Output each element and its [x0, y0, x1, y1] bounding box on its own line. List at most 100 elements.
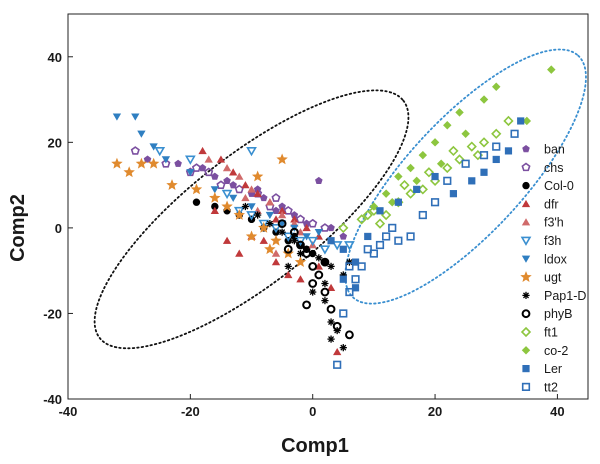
legend-item-f3-h: f3'h	[521, 216, 564, 230]
point-phyb	[283, 244, 293, 254]
point-chs	[204, 167, 214, 177]
point-tt2	[443, 176, 452, 185]
point-chs	[320, 223, 330, 232]
point-phyb	[302, 249, 311, 258]
point-co-2	[369, 202, 379, 211]
point-ler	[351, 284, 360, 292]
point-chs	[216, 180, 226, 189]
point-phyb	[296, 240, 305, 250]
point-pap1-d	[266, 220, 274, 228]
point-f3h	[246, 146, 257, 157]
point-ler	[480, 168, 488, 176]
point-f3-h	[247, 185, 256, 193]
point-ugt	[245, 230, 258, 242]
point-chs	[191, 163, 202, 172]
point-ugt	[233, 209, 245, 220]
point-pap1-d	[321, 279, 329, 288]
point-ugt	[264, 243, 276, 255]
point-co-2	[436, 159, 446, 168]
point-ldox	[247, 203, 256, 211]
point-ler	[364, 232, 372, 241]
point-ugt	[276, 153, 288, 165]
point-f3-h	[265, 198, 275, 206]
point-ldox	[314, 228, 323, 237]
point-pap1-d	[327, 335, 335, 343]
legend-marker-ban	[522, 145, 530, 153]
legend-label: ban	[544, 143, 565, 157]
point-ler	[468, 177, 476, 185]
point-dfr	[222, 236, 232, 244]
point-tt2	[345, 262, 354, 271]
x-ticks: -40 -20 0 20 40	[59, 394, 565, 419]
legend-marker-f3-h	[521, 218, 531, 226]
point-dfr	[302, 223, 311, 232]
y-axis-title: Comp2	[7, 194, 29, 262]
point-chs	[308, 218, 318, 228]
point-ft1	[374, 218, 386, 229]
point-phyb	[320, 287, 330, 297]
point-ldox	[112, 113, 122, 121]
point-phyb	[289, 227, 299, 237]
legend-item-ldox: ldox	[521, 252, 568, 266]
cluster-ellipse-right	[344, 48, 587, 305]
point-dfr	[296, 275, 305, 283]
legend-marker-phyb	[521, 309, 531, 319]
y-tick-label: 40	[48, 50, 62, 65]
legend-label: f3h	[544, 234, 561, 248]
point-f3h	[307, 236, 319, 247]
point-f3-h	[235, 172, 244, 180]
point-ugt	[111, 157, 123, 169]
point-ler	[504, 147, 513, 155]
legend-marker-col-0	[522, 181, 530, 190]
point-dfr	[216, 155, 226, 163]
point-dfr	[284, 270, 293, 279]
point-ft1	[399, 179, 410, 191]
point-phyb	[320, 257, 330, 267]
point-tt2	[357, 262, 366, 271]
point-dfr	[210, 206, 219, 214]
legend-label: ldox	[544, 252, 568, 266]
point-dfr	[326, 283, 336, 291]
point-ugt	[209, 191, 221, 203]
legend-item-col-0: Col-0	[522, 179, 574, 193]
point-ft1	[362, 209, 373, 221]
point-f3h	[319, 245, 331, 255]
legend-label: chs	[544, 161, 563, 175]
point-ldox	[186, 169, 195, 177]
point-ler	[376, 207, 384, 215]
legend-marker-ft1	[520, 326, 532, 338]
point-pap1-d	[284, 262, 292, 270]
point-ft1	[491, 128, 502, 139]
point-co-2	[406, 163, 415, 173]
legend-item-f3h: f3h	[520, 234, 561, 248]
legend-item-pap1-d: Pap1-D	[522, 289, 586, 303]
point-chs	[161, 158, 171, 168]
legend-item-ugt: ugt	[520, 271, 562, 285]
point-ugt	[270, 234, 282, 246]
point-ft1	[448, 145, 459, 157]
point-tt2	[363, 245, 372, 254]
y-tick-label: 0	[55, 221, 62, 236]
point-dfr	[229, 168, 238, 176]
point-pap1-d	[254, 211, 262, 219]
x-tick-label: 0	[309, 404, 316, 419]
legend-marker-tt2	[521, 382, 531, 392]
point-phyb	[332, 321, 342, 331]
point-dfr	[241, 181, 250, 189]
point-f3h	[246, 211, 257, 221]
point-f3h	[154, 146, 166, 157]
point-tt2	[339, 309, 348, 318]
legend-item-chs: chs	[521, 161, 563, 175]
plot-frame	[67, 13, 589, 400]
point-ban	[259, 193, 268, 202]
point-ft1	[423, 167, 435, 178]
legend-item-tt2: tt2	[521, 380, 558, 394]
point-tt2	[351, 275, 360, 284]
point-ban	[174, 159, 182, 167]
axis-layer: -40 -20 0 20 40 -40 -20 0 20 40	[43, 13, 589, 419]
point-tt2	[333, 360, 342, 369]
point-ler	[327, 237, 335, 245]
point-tt2	[479, 151, 489, 160]
y-tick-label: 20	[48, 135, 62, 150]
